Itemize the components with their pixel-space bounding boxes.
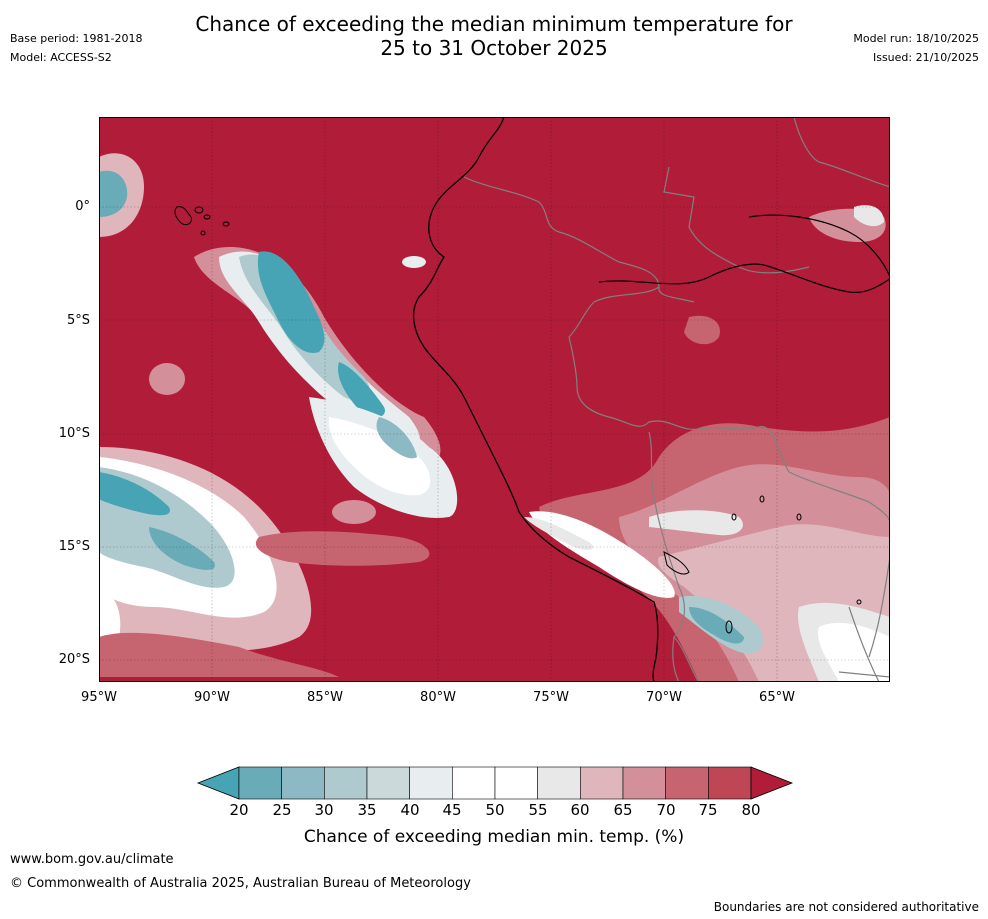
lat-label-10s: 10°S [58,426,90,441]
lon-label-65w: 65°W [759,690,795,705]
colorbar-cell [452,766,496,800]
lat-label-0: 0° [75,199,90,214]
colorbar-cell [537,766,581,800]
colorbar-cell [580,766,624,800]
galapagos-islands [174,206,230,236]
lat-label-20s: 20°S [58,652,90,667]
colorbar-tick-50: 50 [485,801,505,819]
colorbar-cell [622,766,666,800]
ocean-band-south [255,531,430,566]
colorbar-cell [281,766,325,800]
colorbar [196,766,794,800]
colorbar-cell [494,766,538,800]
website-link[interactable]: www.bom.gov.au/climate [10,852,174,867]
lon-label-75w: 75°W [533,690,569,705]
colorbar-cell [665,766,709,800]
map-title-line-1: Chance of exceeding the median minimum t… [195,12,793,36]
graticule [99,117,890,682]
model-run-label: Model run: 18/10/2025 [853,32,979,45]
lon-label-95w: 95°W [81,690,117,705]
ocean-spot-mid [332,500,376,524]
colorbar-tick-80: 80 [741,801,761,819]
probability-map [99,117,890,682]
colorbar-tick-40: 40 [400,801,420,819]
map-title-line-2: 25 to 31 October 2025 [380,36,608,60]
lon-label-70w: 70°W [646,690,682,705]
base-period-label: Base period: 1981-2018 [10,32,143,45]
country-borders [463,117,890,682]
ocean-cool-anomaly-north [194,247,441,463]
map-frame [99,117,890,682]
colorbar-label: Chance of exceeding median min. temp. (%… [303,827,685,847]
colorbar-tick-25: 25 [272,801,292,819]
colorbar-tick-70: 70 [656,801,676,819]
river-line-amazon [598,263,890,294]
land-mixed-anomaly [524,417,890,682]
colorbar-lower-arrow [196,766,240,800]
issued-label: Issued: 21/10/2025 [872,51,979,64]
colorbar-cell [238,766,282,800]
land-spot-northeast-light [854,205,884,227]
ocean-cool-anomaly-central [309,397,458,518]
colorbar-cells [238,766,752,800]
ocean-cool-anomaly-west [99,153,339,677]
colorbar-tick-55: 55 [528,801,548,819]
colorbar-tick-75: 75 [698,801,718,819]
colorbar-cell [708,766,752,800]
lat-label-15s: 15°S [58,539,90,554]
colorbar-cell [409,766,453,800]
inland-lakes [725,495,862,634]
boundaries-disclaimer: Boundaries are not considered authoritat… [713,900,979,914]
lat-label-5s: 5°S [66,313,90,328]
coastline [412,117,659,682]
colorbar-tick-45: 45 [442,801,462,819]
lon-label-90w: 90°W [194,690,230,705]
colorbar-upper-arrow [750,766,794,800]
model-label: Model: ACCESS-S2 [10,51,112,64]
colorbar-tick-20: 20 [229,801,249,819]
lon-label-80w: 80°W [420,690,456,705]
colorbar-tick-60: 60 [570,801,590,819]
colorbar-cell [324,766,368,800]
colorbar-cell [366,766,410,800]
river-line-north [748,214,890,278]
colorbar-tick-30: 30 [314,801,334,819]
lon-label-85w: 85°W [307,690,343,705]
colorbar-tick-35: 35 [357,801,377,819]
colorbar-tick-65: 65 [613,801,633,819]
ocean-spot-warm [149,363,185,395]
lake-titicaca [663,551,690,575]
copyright-notice: © Commonwealth of Australia 2025, Austra… [10,876,471,891]
gulf-spot [402,256,426,268]
land-spot-north [684,315,720,345]
